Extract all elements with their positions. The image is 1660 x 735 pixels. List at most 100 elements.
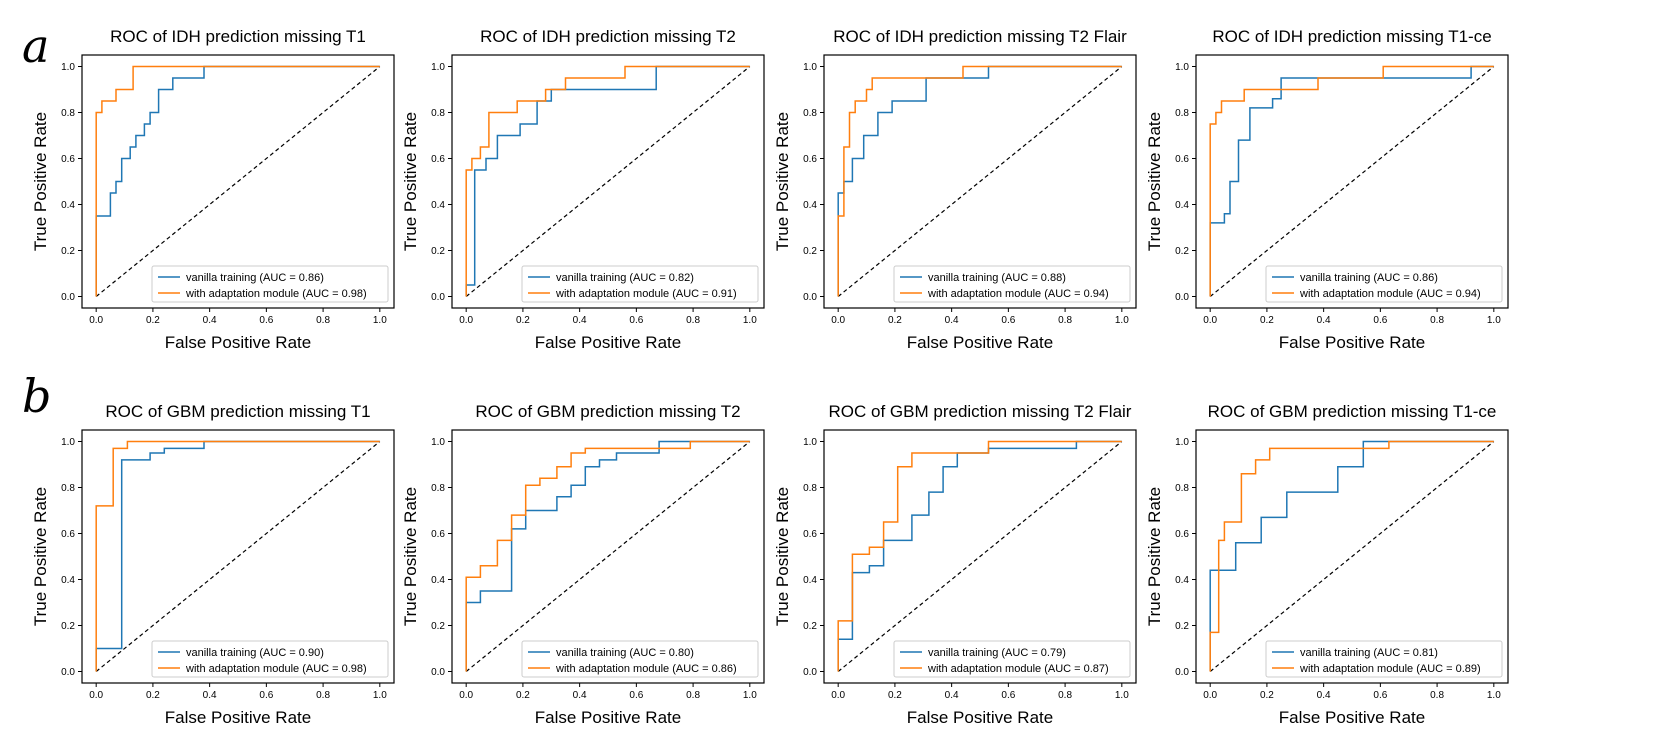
x-tick-label: 1.0 xyxy=(1115,315,1129,326)
x-tick-label: 0.6 xyxy=(1001,690,1015,701)
x-tick-label: 0.2 xyxy=(516,690,530,701)
roc-curve-adapted xyxy=(1209,440,1494,672)
chart-title: ROC of IDH prediction missing T2 xyxy=(480,27,736,46)
legend-box xyxy=(1265,265,1503,303)
plot-frame xyxy=(823,429,1137,684)
chart-title: ROC of GBM prediction missing T2 xyxy=(475,402,740,421)
y-tick-label: 0.4 xyxy=(431,575,445,586)
panel-letter-b: b xyxy=(22,369,51,423)
x-tick-label: 0.0 xyxy=(831,690,845,701)
y-tick-label: 0.0 xyxy=(1175,292,1189,303)
x-tick-label: 0.2 xyxy=(888,315,902,326)
x-tick-label: 0.4 xyxy=(945,690,959,701)
x-tick-label: 0.0 xyxy=(459,315,473,326)
chart-title: ROC of IDH prediction missing T2 Flair xyxy=(833,27,1127,46)
x-tick-label: 0.6 xyxy=(629,315,643,326)
x-tick-label: 0.2 xyxy=(516,315,530,326)
y-tick-label: 0.2 xyxy=(431,246,445,257)
y-axis-label: True Positive Rate xyxy=(401,487,420,626)
chance-diagonal xyxy=(465,441,751,672)
legend: vanilla training (AUC = 0.82) with adapta… xyxy=(521,265,759,303)
y-tick-label: 0.4 xyxy=(431,200,445,211)
y-tick-label: 0.2 xyxy=(61,246,75,257)
chart-title: ROC of IDH prediction missing T1 xyxy=(110,27,366,46)
x-tick-label: 0.8 xyxy=(1058,315,1072,326)
y-axis-label: True Positive Rate xyxy=(401,112,420,251)
x-axis-label: False Positive Rate xyxy=(1279,333,1425,352)
y-tick-label: 0.8 xyxy=(61,108,75,119)
legend-label-adapted: with adaptation module (AUC = 0.98) xyxy=(185,288,367,300)
x-tick-label: 0.8 xyxy=(1430,315,1444,326)
y-axis-label: True Positive Rate xyxy=(31,112,50,251)
chart-title: ROC of GBM prediction missing T1-ce xyxy=(1208,402,1497,421)
roc-curve-vanilla xyxy=(95,65,380,297)
y-tick-label: 0.8 xyxy=(803,108,817,119)
chance-diagonal xyxy=(1209,441,1495,672)
x-tick-label: 0.4 xyxy=(573,690,587,701)
chance-diagonal xyxy=(837,441,1123,672)
x-tick-label: 0.8 xyxy=(686,315,700,326)
x-tick-label: 0.2 xyxy=(146,315,160,326)
y-tick-label: 0.6 xyxy=(431,529,445,540)
legend-label-vanilla: vanilla training (AUC = 0.81) xyxy=(1300,647,1438,659)
legend-box xyxy=(521,640,759,678)
roc-curve-adapted xyxy=(95,440,380,672)
y-tick-label: 1.0 xyxy=(61,62,75,73)
roc-curve-adapted xyxy=(1209,65,1494,297)
y-tick-label: 0.6 xyxy=(61,154,75,165)
roc-panel-7: ROC of GBM prediction missing T2 Flair 0.… xyxy=(773,402,1137,727)
y-tick-label: 0.8 xyxy=(1175,108,1189,119)
y-tick-label: 0.6 xyxy=(61,529,75,540)
x-tick-label: 0.2 xyxy=(888,690,902,701)
y-tick-label: 0.2 xyxy=(1175,246,1189,257)
y-tick-label: 0.4 xyxy=(1175,200,1189,211)
y-tick-label: 0.8 xyxy=(1175,483,1189,494)
x-axis-label: False Positive Rate xyxy=(1279,708,1425,727)
roc-curve-adapted xyxy=(465,440,750,672)
x-tick-label: 0.8 xyxy=(1430,690,1444,701)
legend-label-adapted: with adaptation module (AUC = 0.89) xyxy=(1299,663,1481,675)
x-tick-label: 1.0 xyxy=(743,315,757,326)
y-axis-label: True Positive Rate xyxy=(773,112,792,251)
legend-label-adapted: with adaptation module (AUC = 0.94) xyxy=(927,288,1109,300)
y-tick-label: 0.2 xyxy=(61,621,75,632)
y-tick-label: 0.8 xyxy=(61,483,75,494)
y-axis-label: True Positive Rate xyxy=(773,487,792,626)
roc-panel-8: ROC of GBM prediction missing T1-ce 0.0 0.… xyxy=(1145,402,1509,727)
x-tick-label: 0.6 xyxy=(1373,315,1387,326)
x-tick-label: 0.0 xyxy=(459,690,473,701)
y-tick-label: 1.0 xyxy=(61,437,75,448)
chance-diagonal xyxy=(465,66,751,297)
legend-label-vanilla: vanilla training (AUC = 0.90) xyxy=(186,647,324,659)
y-tick-label: 0.4 xyxy=(61,575,75,586)
x-tick-label: 0.2 xyxy=(1260,315,1274,326)
roc-curve-vanilla xyxy=(465,440,750,672)
x-tick-label: 1.0 xyxy=(743,690,757,701)
y-tick-label: 0.2 xyxy=(1175,621,1189,632)
y-tick-label: 0.8 xyxy=(803,483,817,494)
y-tick-label: 0.6 xyxy=(1175,154,1189,165)
y-tick-label: 0.8 xyxy=(431,483,445,494)
y-tick-label: 0.4 xyxy=(61,200,75,211)
y-tick-label: 0.8 xyxy=(431,108,445,119)
y-tick-label: 0.0 xyxy=(61,292,75,303)
legend: vanilla training (AUC = 0.88) with adapta… xyxy=(893,265,1131,303)
y-tick-label: 1.0 xyxy=(431,437,445,448)
x-tick-label: 1.0 xyxy=(1115,690,1129,701)
x-tick-label: 0.2 xyxy=(1260,690,1274,701)
legend-label-vanilla: vanilla training (AUC = 0.80) xyxy=(556,647,694,659)
x-tick-label: 1.0 xyxy=(373,315,387,326)
y-tick-label: 1.0 xyxy=(1175,62,1189,73)
y-tick-label: 0.6 xyxy=(803,154,817,165)
x-axis-label: False Positive Rate xyxy=(535,333,681,352)
legend-label-adapted: with adaptation module (AUC = 0.91) xyxy=(555,288,737,300)
y-tick-label: 0.0 xyxy=(803,292,817,303)
x-tick-label: 0.8 xyxy=(316,690,330,701)
legend-label-adapted: with adaptation module (AUC = 0.94) xyxy=(1299,288,1481,300)
x-tick-label: 0.4 xyxy=(1317,315,1331,326)
y-axis-label: True Positive Rate xyxy=(1145,112,1164,251)
y-tick-label: 1.0 xyxy=(803,62,817,73)
roc-curve-vanilla xyxy=(1209,440,1494,672)
